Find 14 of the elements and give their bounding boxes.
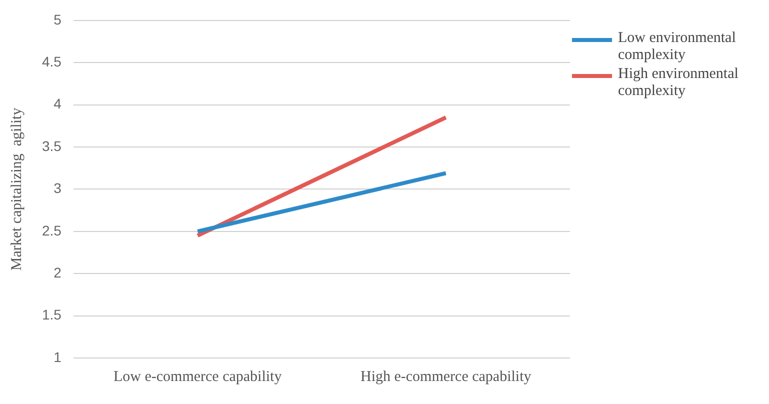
- y-tick-label: 3: [54, 180, 62, 196]
- y-tick-label: 4: [54, 96, 62, 112]
- y-tick-label: 4.5: [42, 53, 62, 70]
- y-tick-label: 1: [54, 348, 62, 365]
- y-tick-label: 1.5: [42, 306, 62, 323]
- y-tick-label: 5: [54, 11, 62, 28]
- legend-label: High environmental complexity: [618, 66, 740, 100]
- x-tick-label: High e-commerce capability: [360, 368, 532, 385]
- x-tick-label: Low e-commerce capability: [113, 368, 282, 385]
- y-axis-title: Market capitalizing agility: [8, 107, 25, 271]
- y-tick-label: 3.5: [42, 138, 62, 154]
- legend-label: Low environmental complexity: [618, 30, 737, 64]
- y-tick-label: 2.5: [42, 222, 62, 238]
- y-tick-label: 2: [54, 264, 62, 280]
